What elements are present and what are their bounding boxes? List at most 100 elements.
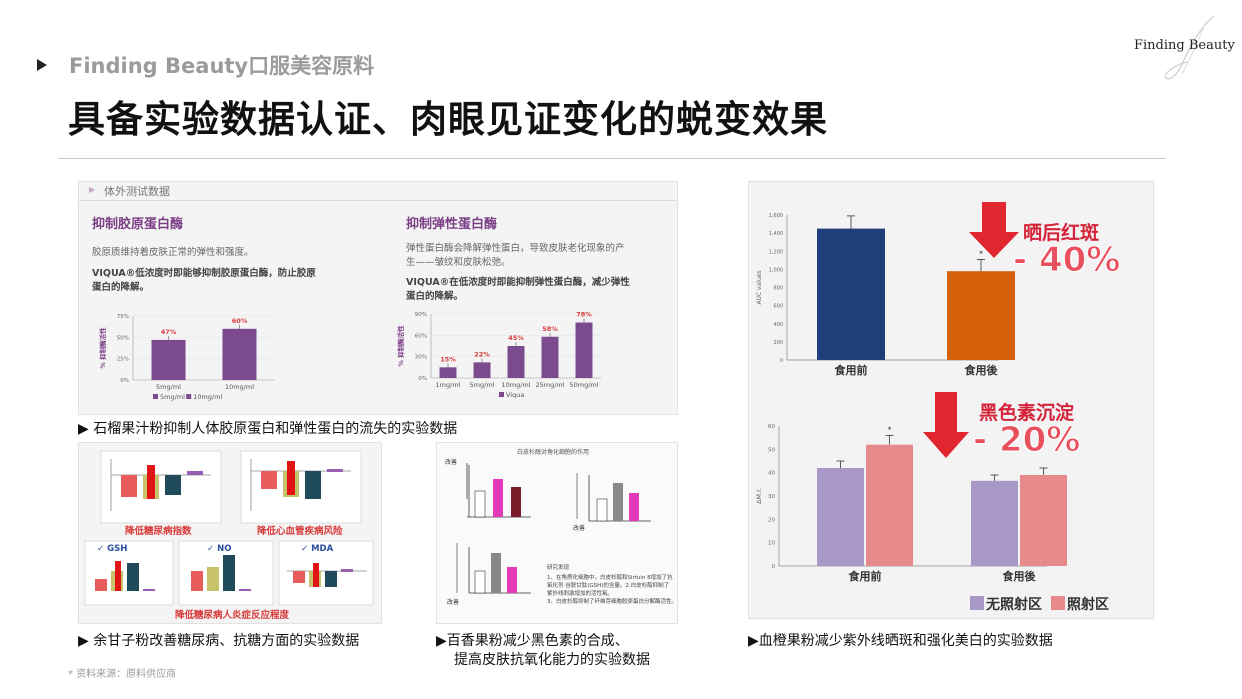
y-axis-label: AUC values [756, 270, 763, 304]
collagenase-desc-2b: 蛋白的降解。 [92, 282, 150, 293]
bar [507, 346, 525, 378]
auc-chart: 0 200 400 600 800 1,000 1,200 1,400 1,600 AUC val… [756, 202, 1019, 377]
data-label: 58% [542, 325, 558, 333]
erythema-annotation: 晒后红斑 [1023, 222, 1100, 244]
legend-swatch [186, 394, 192, 399]
elastase-chart: 0% 30% 60% 90% % 抑制酶活性 15% 1mg/ml 22% 5mg/ml 45% 1… [396, 311, 601, 399]
data-label: 78% [576, 311, 592, 319]
x-tick-label: 食用前 [849, 569, 882, 583]
mda-tag-text: MDA [311, 544, 334, 554]
y-tick-label: 30 [768, 494, 775, 500]
title-divider [58, 158, 1166, 159]
melanin-chart: 0 10 20 30 40 50 60 ΔM.I. * 食用前 食用後 [755, 392, 1067, 583]
y-tick-label: 0 [780, 358, 783, 364]
research-note-1b: 氧化剂 谷胱甘肽(GSH)的含量。2.白皮杉醇抑制了 [547, 583, 670, 589]
blood-orange-panel: 0 200 400 600 800 1,000 1,200 1,400 1,600 AUC val… [748, 181, 1154, 619]
x-tick-label: 食用後 [1003, 569, 1037, 583]
subtitle: Finding Beauty口服美容原料 [69, 54, 375, 78]
subtitle-row: Finding Beauty口服美容原料 [37, 50, 374, 80]
improve-label-3: 改善 [447, 599, 460, 606]
passion-caption-1: ▶百香果粉减少黑色素的合成、 [436, 633, 629, 649]
elastase-heading: 抑制弹性蛋白酶 [406, 217, 498, 232]
y-tick-label: 10 [768, 541, 775, 547]
y-tick-label: 60 [768, 424, 775, 430]
bar [971, 480, 1018, 566]
elastase-desc-1a: 弹性蛋白酶会降解弹性蛋白，导致皮肤老化现象的产 [406, 243, 625, 254]
y-tick-label: 0% [120, 378, 129, 384]
y-axis-label: % 抑制酶活性 [396, 325, 405, 367]
x-tick-label: 5mg/ml [156, 383, 181, 391]
bar [439, 367, 457, 378]
x-tick-label: 1mg/ml [436, 381, 461, 389]
y-axis-label: % 抑制酶活性 [98, 327, 107, 369]
legend-label: 5mg/ml [160, 393, 185, 401]
mda-tag: ✓ MDA [301, 544, 334, 554]
bar [1020, 475, 1067, 566]
improve-label-2: 改善 [573, 525, 586, 532]
logo-flourish-icon [1164, 15, 1215, 80]
x-tick-label: 50mg/ml [569, 381, 598, 389]
collagenase-desc-2a: VIQUA®低浓度时即能够抑制胶原蛋白酶，防止胶原 [92, 268, 316, 279]
data-label: 15% [440, 355, 456, 363]
data-label: 45% [508, 334, 524, 342]
y-tick-label: 200 [773, 340, 783, 346]
significance-mark: * [888, 425, 892, 434]
bar [817, 468, 864, 566]
y-tick-label: 50 [768, 447, 775, 453]
research-notes-title: 研究发现 [547, 565, 570, 571]
bar [817, 228, 885, 360]
y-tick-label: 400 [773, 322, 783, 328]
amla-label-3: 降低糖尿病人炎症反应程度 [175, 610, 290, 621]
research-note-1c: 紫外线刺激增加的活性氧。 [547, 591, 614, 597]
data-label: 47% [161, 328, 177, 336]
collagenase-desc-1: 胶原质维持着皮肤正常的弹性和强度。 [92, 247, 254, 258]
down-arrow-icon [969, 202, 1019, 258]
passion-fruit-panel: 白皮杉醇对角化细胞的作用 改善 改善 改善 研究发现 1、在角质化细胞中，白皮杉… [436, 442, 678, 624]
bar [575, 322, 593, 378]
collagenase-chart: 0% 25% 50% 75% % 抑制酶活性 47% 5mg/ml 60% 10mg/ml 5mg… [98, 314, 275, 401]
y-tick-label: 1,200 [769, 249, 783, 255]
down-arrow-icon [923, 392, 969, 458]
y-tick-label: 0% [418, 376, 427, 382]
y-tick-label: 1,600 [769, 213, 783, 219]
legend-label-irr: 照射区 [1067, 597, 1109, 613]
y-tick-label: 30% [415, 355, 427, 361]
section-title: 体外测试数据 [104, 185, 170, 198]
research-note-1: 1、在角质化细胞中，白皮杉醇和Sirtuin 8增加了抗 [547, 575, 673, 581]
passion-fig-title: 白皮杉醇对角化细胞的作用 [517, 449, 590, 456]
no-tag: ✓ NO [207, 544, 232, 554]
x-tick-label: 10mg/ml [225, 383, 254, 391]
y-tick-label: 90% [415, 312, 427, 318]
passion-caption-2: 提高皮肤抗氧化能力的实验数据 [454, 652, 650, 668]
x-tick-label: 25mg/ml [535, 381, 564, 389]
y-axis-label: ΔM.I. [755, 488, 763, 504]
y-tick-label: 40 [768, 471, 775, 477]
legend-label: 10mg/ml [193, 393, 222, 401]
x-tick-label: 食用後 [965, 363, 999, 377]
brand-logo: Finding Beauty [1122, 12, 1236, 86]
no-tag-text: NO [217, 544, 232, 554]
data-label: 60% [232, 317, 248, 325]
legend-swatch [153, 394, 158, 399]
y-tick-label: 1,000 [769, 267, 783, 273]
blood-orange-caption: ▶血橙果粉减少紫外线晒斑和强化美白的实验数据 [748, 633, 1053, 649]
research-note-2: 3、白皮杉醇抑制了纤维芽细胞胶原蛋白分解酶活性。 [547, 599, 678, 605]
improve-label-1: 改善 [445, 459, 458, 466]
legend-swatch-none [970, 596, 984, 610]
y-tick-label: 25% [117, 357, 129, 363]
y-tick-label: 75% [117, 314, 129, 320]
bar [541, 336, 559, 378]
bullet-triangle-icon [37, 59, 47, 71]
y-tick-label: 60% [415, 333, 427, 339]
amla-label-1: 降低糖尿病指数 [125, 526, 192, 537]
collagenase-heading: 抑制胶原蛋白酶 [92, 217, 184, 232]
data-label: 22% [474, 350, 490, 358]
y-tick-label: 800 [773, 286, 783, 292]
erythema-change: - 40% [1012, 240, 1121, 281]
x-tick-label: 10mg/ml [501, 381, 530, 389]
bar [947, 271, 1015, 360]
amla-figure [84, 450, 374, 606]
y-tick-label: 600 [773, 304, 783, 310]
legend-label: Viqua [506, 391, 524, 399]
legend-label-none: 无照射区 [986, 597, 1042, 613]
